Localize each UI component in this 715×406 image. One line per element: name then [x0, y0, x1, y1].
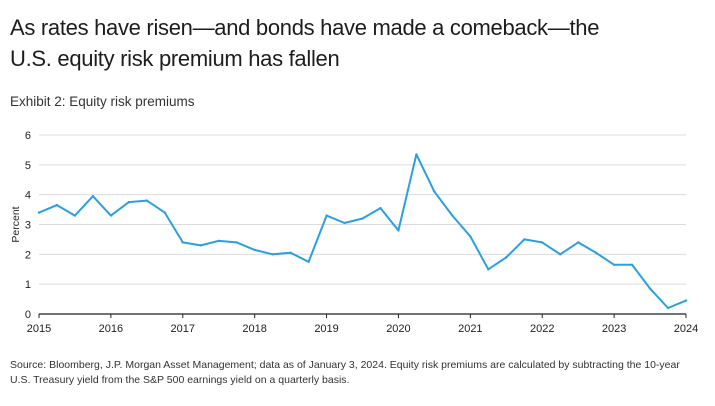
data-point [271, 253, 274, 256]
data-point [505, 256, 508, 259]
data-point [235, 241, 238, 244]
y-axis-label: Percent [10, 206, 22, 242]
data-point [217, 239, 220, 243]
x-tick-label-2024: 2024 [674, 323, 698, 335]
data-point [145, 199, 149, 202]
data-points [37, 153, 688, 310]
data-point [91, 194, 95, 198]
x-tick-label-2016: 2016 [99, 323, 123, 335]
y-axis-ticks: 0 1 2 3 4 5 6 [25, 130, 31, 321]
y-tick-label-1: 1 [25, 279, 31, 291]
data-point [648, 287, 652, 290]
data-point [541, 241, 544, 244]
data-point [487, 268, 490, 271]
data-point [451, 214, 454, 217]
data-point [307, 260, 310, 263]
headline-line-1: As rates have risen—and bonds have made … [10, 15, 600, 40]
y-tick-label-6: 6 [25, 130, 31, 142]
headline: As rates have risen—and bonds have made … [10, 12, 700, 74]
x-tick-label-2022: 2022 [530, 323, 554, 335]
data-point [109, 214, 113, 217]
data-point [289, 251, 292, 255]
x-tick-label-2015: 2015 [27, 323, 51, 335]
data-point [127, 200, 131, 204]
data-point [612, 263, 616, 266]
data-point [558, 253, 562, 256]
y-tick-label-3: 3 [25, 220, 31, 232]
data-point [666, 306, 670, 310]
exhibit-title: Exhibit 2: Equity risk premiums [10, 94, 195, 109]
data-point [37, 211, 41, 214]
data-point [55, 203, 59, 207]
data-point [199, 244, 202, 247]
data-point [415, 153, 418, 156]
data-point [343, 221, 346, 225]
data-point [181, 241, 184, 244]
data-point [325, 214, 328, 217]
series-line-equity-risk-premium [38, 153, 687, 309]
data-point [73, 214, 77, 217]
equity-risk-premium-chart: 0 1 2 3 4 5 6 2015 2016 2017 2018 2019 2020 2021 2022… [10, 130, 698, 335]
data-point [163, 211, 167, 214]
data-point [630, 263, 634, 266]
headline-line-2: U.S. equity risk premium has fallen [10, 46, 340, 71]
data-point [379, 206, 382, 210]
data-point [433, 190, 436, 193]
data-point [253, 248, 256, 252]
data-point [469, 235, 472, 238]
data-point [684, 299, 688, 302]
x-tick-label-2021: 2021 [458, 323, 482, 335]
data-point [523, 238, 526, 241]
x-tick-label-2019: 2019 [314, 323, 338, 335]
data-point [397, 229, 400, 232]
y-tick-label-5: 5 [25, 160, 31, 172]
source-note: Source: Bloomberg, J.P. Morgan Asset Man… [10, 359, 680, 386]
y-tick-label-4: 4 [25, 190, 31, 202]
x-tick-label-2018: 2018 [242, 323, 266, 335]
x-tick-label-2023: 2023 [602, 323, 626, 335]
y-tick-label-2: 2 [25, 249, 31, 261]
x-tick-label-2017: 2017 [171, 323, 195, 335]
data-point [594, 251, 598, 255]
x-tick-label-2020: 2020 [386, 323, 410, 335]
gridlines [39, 134, 686, 315]
data-point [576, 241, 580, 244]
data-point [361, 217, 364, 220]
x-axis-ticks: 2015 2016 2017 2018 2019 2020 2021 2022 2023 2024 [27, 314, 698, 335]
y-tick-label-0: 0 [25, 309, 31, 321]
